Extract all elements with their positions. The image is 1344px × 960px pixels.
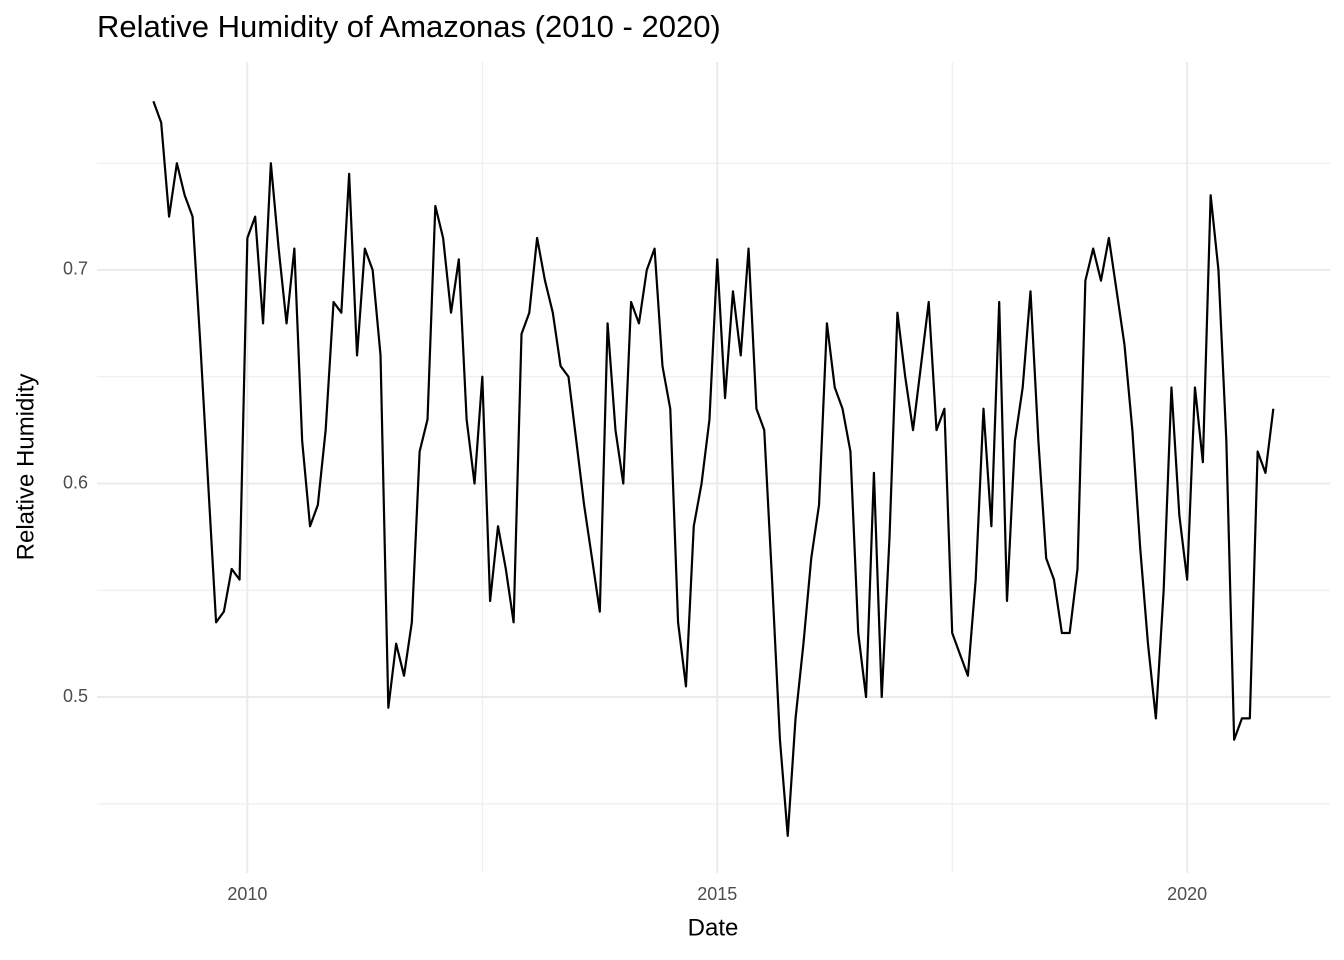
- y-axis-title: Relative Humidity: [12, 374, 39, 561]
- chart-title: Relative Humidity of Amazonas (2010 - 20…: [97, 9, 721, 44]
- x-axis-title: Date: [688, 914, 739, 941]
- x-tick-label: 2015: [697, 884, 737, 904]
- x-tick-label: 2010: [227, 884, 267, 904]
- y-tick-label: 0.7: [63, 259, 88, 279]
- y-tick-label: 0.5: [63, 686, 88, 706]
- y-tick-label: 0.6: [63, 472, 88, 492]
- x-tick-label: 2020: [1167, 884, 1207, 904]
- data-line: [152, 100, 1275, 837]
